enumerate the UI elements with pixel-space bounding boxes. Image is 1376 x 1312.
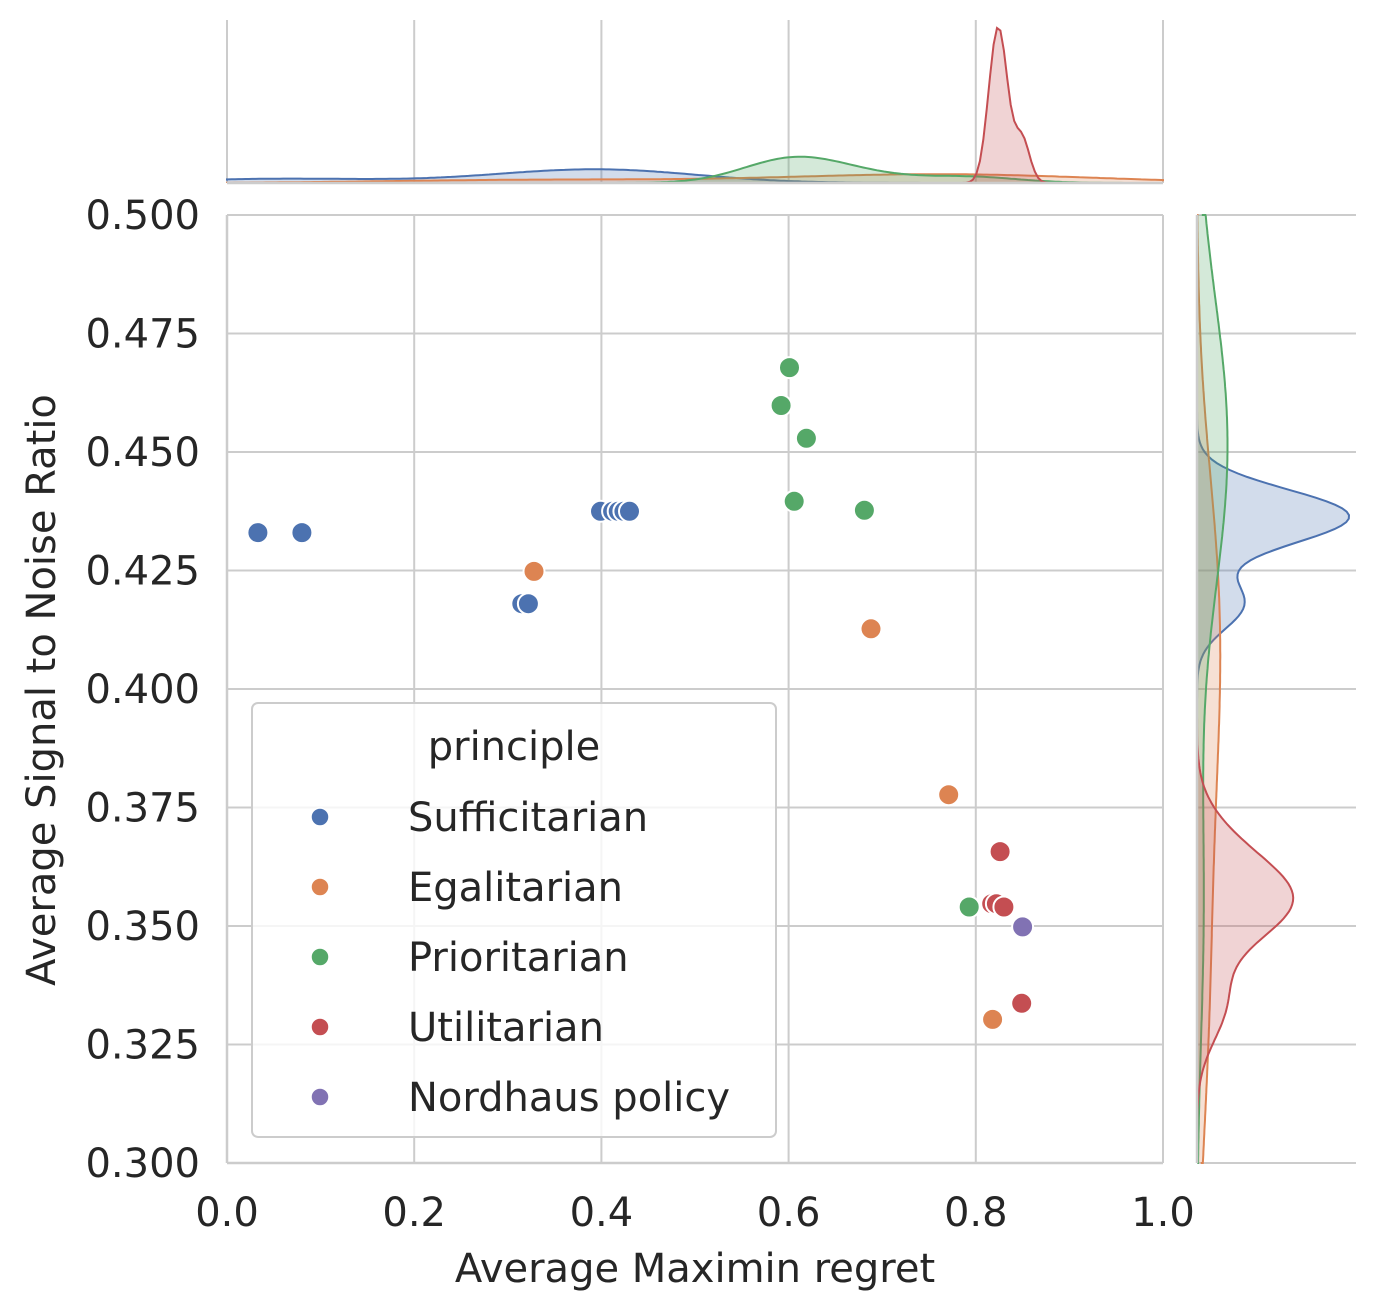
- point-sufficitarian: [618, 499, 641, 523]
- x-tick-label: 0.4: [570, 1190, 634, 1236]
- legend: principle Sufficitarian Egalitarian Priori…: [251, 702, 777, 1138]
- y-tick-label: 0.325: [85, 1023, 200, 1069]
- y-tick-label: 0.500: [85, 193, 200, 239]
- point-egalitarian: [859, 617, 883, 641]
- x-tick-label: 1.0: [1131, 1190, 1195, 1236]
- right-kde-line-prioritarian: [1197, 214, 1229, 1164]
- point-prioritarian: [852, 498, 876, 522]
- scatter-plot-area: 0.0 0.2 0.4 0.6 0.8 1.0 0.300 0.325 0.350 0.375 0…: [85, 193, 1194, 1236]
- x-tick-label: 0.6: [757, 1190, 821, 1236]
- point-egalitarian: [522, 559, 546, 583]
- legend-title: principle: [428, 724, 601, 770]
- point-prioritarian: [769, 394, 793, 417]
- y-tick-label: 0.350: [85, 904, 200, 950]
- legend-label-utilitarian: Utilitarian: [408, 1005, 604, 1051]
- legend-box: [251, 702, 777, 1138]
- legend-marker-egalitarian: [310, 877, 330, 897]
- y-tick-label: 0.450: [85, 430, 200, 476]
- legend-marker-sufficitarian: [310, 807, 330, 827]
- legend-marker-utilitarian: [310, 1017, 330, 1037]
- legend-marker-nordhaus-policy: [310, 1087, 330, 1107]
- point-sufficitarian: [246, 521, 270, 545]
- top-marginal-kde: [226, 20, 1164, 185]
- point-utilitarian: [992, 895, 1016, 919]
- x-tick-label: 0.2: [382, 1190, 446, 1236]
- legend-label-prioritarian: Prioritarian: [408, 935, 629, 981]
- point-utilitarian: [1010, 991, 1034, 1015]
- legend-label-sufficitarian: Sufficitarian: [408, 795, 648, 841]
- point-nordhaus-policy: [1011, 915, 1035, 939]
- right-kde-fill-utilitarian: [1197, 215, 1294, 1163]
- y-tick-label: 0.400: [85, 667, 200, 713]
- x-tick-label: 0.0: [195, 1190, 259, 1236]
- x-tick-label: 0.8: [944, 1190, 1008, 1236]
- legend-label-egalitarian: Egalitarian: [408, 865, 623, 911]
- top-kde-line-egalitarian: [226, 173, 1164, 184]
- right-kde-line-egalitarian: [1196, 214, 1222, 1164]
- legend-label-nordhaus-policy: Nordhaus policy: [408, 1075, 730, 1121]
- y-tick-label: 0.475: [85, 312, 200, 358]
- right-kde-fill-prioritarian: [1197, 215, 1228, 1163]
- point-egalitarian: [937, 783, 961, 807]
- point-prioritarian: [957, 895, 981, 919]
- y-tick-label: 0.425: [85, 549, 200, 595]
- point-sufficitarian: [516, 592, 540, 616]
- point-egalitarian: [981, 1007, 1005, 1031]
- point-sufficitarian: [290, 521, 314, 545]
- x-axis-label: Average Maximin regret: [455, 1246, 935, 1292]
- point-prioritarian: [778, 356, 801, 380]
- y-tick-label: 0.300: [85, 1141, 200, 1187]
- y-axis-label: Average Signal to Noise Ratio: [19, 394, 65, 986]
- point-prioritarian: [782, 489, 806, 513]
- point-utilitarian: [988, 840, 1012, 864]
- legend-marker-prioritarian: [310, 947, 330, 967]
- point-prioritarian: [794, 426, 818, 450]
- y-tick-label: 0.375: [85, 786, 200, 832]
- right-marginal-kde: [1195, 214, 1356, 1164]
